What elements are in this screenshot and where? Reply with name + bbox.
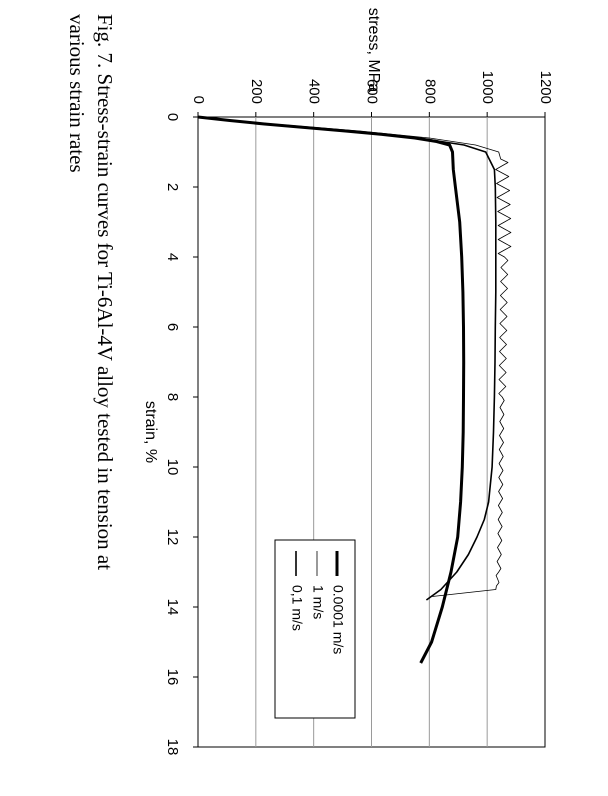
y-tick-label: 800 — [421, 79, 438, 104]
x-tick-label: 2 — [164, 183, 181, 191]
x-tick-label: 14 — [164, 599, 181, 616]
x-tick-labels: 0 2 4 6 8 10 12 14 16 18 — [164, 113, 198, 756]
y-tick-label: 1000 — [479, 71, 496, 104]
x-tick-label: 8 — [164, 393, 181, 401]
series-line-1 — [197, 116, 512, 597]
series-layer — [197, 115, 512, 664]
y-tick-label: 400 — [306, 79, 323, 104]
y-tick-label: 200 — [248, 79, 265, 104]
y-tick-label: 1200 — [537, 71, 554, 104]
caption: Fig. 7. Stress-strain curves for Ti-6Al-… — [65, 14, 117, 570]
x-tick-label: 4 — [164, 253, 181, 261]
legend: 0.0001 m/s 1 m/s 0,1 m/s — [274, 539, 356, 719]
legend-label-1: 1 m/s — [310, 585, 326, 619]
legend-label-01: 0,1 m/s — [289, 585, 305, 631]
series-line-2 — [197, 116, 497, 601]
legend-label-0001: 0.0001 m/s — [330, 585, 346, 654]
y-axis-title: stress, MPa — [365, 8, 382, 93]
caption-line-2: various strain rates — [65, 14, 89, 173]
x-tick-label: 16 — [164, 669, 181, 686]
x-tick-label: 12 — [164, 529, 181, 546]
x-tick-label: 18 — [164, 739, 181, 756]
legend-box — [274, 539, 356, 719]
x-tick-label: 10 — [164, 459, 181, 476]
x-tick-label: 0 — [164, 113, 181, 121]
y-tick-label: 0 — [190, 96, 207, 104]
y-tick-labels: 0 200 400 600 800 1000 1200 — [190, 71, 554, 117]
x-axis-title: strain, % — [142, 401, 159, 463]
y-tick-label: 600 — [364, 79, 381, 104]
caption-line-1: Fig. 7. Stress-strain curves for Ti-6Al-… — [93, 14, 117, 570]
stress-strain-chart: 0 2 4 6 8 10 12 14 16 18 0 200 400 600 800 1000 1200 st… — [142, 8, 554, 756]
x-tick-label: 6 — [164, 323, 181, 331]
